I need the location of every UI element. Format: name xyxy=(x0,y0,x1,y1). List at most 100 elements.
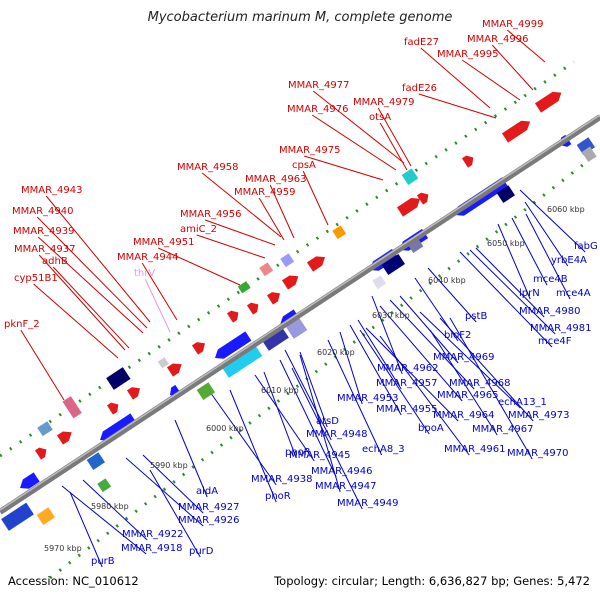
gene-label-reverse: mce4F xyxy=(538,336,572,347)
scale-tick-label: 5980 kbp xyxy=(91,502,129,511)
leader-line xyxy=(149,469,201,558)
gene-label-forward: cyp51B1 xyxy=(14,273,58,284)
leader-line xyxy=(196,234,266,259)
leader-line xyxy=(174,419,208,498)
gene-label-reverse: phoP xyxy=(285,447,310,458)
leader-line xyxy=(379,122,408,171)
leader-line xyxy=(427,267,477,323)
gene-label-reverse: MMAR_4970 xyxy=(507,448,569,459)
leader-line xyxy=(389,299,475,390)
cluster-block xyxy=(1,502,34,531)
leader-line xyxy=(339,331,363,405)
gene-label-reverse: bpoA xyxy=(418,423,444,434)
cluster-block xyxy=(261,325,289,351)
cluster-block xyxy=(576,137,595,156)
gene-label-reverse: MMAR_4922 xyxy=(122,529,184,540)
leader-line xyxy=(459,251,553,348)
forward-gene-arrow xyxy=(126,387,141,400)
gene-label-reverse: purD xyxy=(189,546,214,557)
gene-label-forward: MMAR_4939 xyxy=(13,226,75,237)
gene-label-forward: MMAR_4943 xyxy=(21,185,83,196)
forward-gene-arrow xyxy=(266,292,281,305)
gene-label-reverse: lprN xyxy=(519,288,540,299)
scale-tick-label: 6000 kbp xyxy=(206,424,244,433)
scale-tick-label: 6050 kbp xyxy=(487,239,525,248)
leader-line xyxy=(302,170,329,226)
leader-line xyxy=(475,247,545,318)
gene-label-reverse: MMAR_4927 xyxy=(178,502,240,513)
gene-label-reverse: MMAR_4962 xyxy=(377,363,439,374)
leader-line xyxy=(419,311,521,409)
leader-line xyxy=(205,219,276,246)
gene-label-reverse: MMAR_4926 xyxy=(178,515,240,526)
reverse-gene-arrow xyxy=(215,331,252,359)
gene-label-forward: MMAR_4999 xyxy=(482,19,544,30)
gene-label-forward: MMAR_4944 xyxy=(117,252,179,263)
gene-label-forward: MMAR_4977 xyxy=(288,80,350,91)
gene-label-reverse: MMAR_4968 xyxy=(449,378,511,389)
cluster-block xyxy=(37,421,53,437)
forward-gene-arrow xyxy=(56,431,72,445)
gene-label-reverse: MMAR_4969 xyxy=(433,352,495,363)
forward-gene-arrow xyxy=(396,198,421,217)
leader-line xyxy=(469,249,556,335)
cluster-block xyxy=(259,262,274,277)
scale-tick-label: 6030 kbp xyxy=(372,311,410,320)
gene-label-reverse: MMAR_4945 xyxy=(289,450,351,461)
cluster-block xyxy=(280,253,295,268)
cluster-block xyxy=(237,281,251,294)
cluster-block xyxy=(332,225,347,240)
gene-label-forward: MMAR_4963 xyxy=(245,174,307,185)
cluster-block xyxy=(97,478,112,493)
gene-label-reverse: aldA xyxy=(196,486,218,497)
leader-line xyxy=(33,283,119,359)
leader-line xyxy=(269,184,295,239)
forward-gene-arrow xyxy=(166,363,182,377)
forward-gene-arrow xyxy=(281,275,299,290)
leader-line xyxy=(506,29,546,63)
cluster-block xyxy=(106,367,131,390)
gene-label-forward: amiC_2 xyxy=(180,224,217,235)
forward-gene-arrow xyxy=(191,342,206,355)
leader-line xyxy=(365,327,459,422)
cluster-block xyxy=(286,318,308,339)
gene-label-forward: MMAR_4995 xyxy=(437,49,499,60)
gene-label-reverse: MMAR_4964 xyxy=(433,410,495,421)
leader-line xyxy=(497,223,531,300)
page-title: Mycobacterium marinum M, complete genome xyxy=(147,10,453,25)
cluster-block xyxy=(221,344,263,378)
gene-label-rna: thrV xyxy=(134,268,155,279)
gene-label-reverse: mce4B xyxy=(533,274,568,285)
forward-gene-arrow xyxy=(416,192,429,205)
gene-label-reverse: echA13_1 xyxy=(498,397,547,408)
leader-line xyxy=(524,201,569,267)
leader-line xyxy=(291,367,363,510)
cluster-block xyxy=(36,507,55,526)
genome-summary-text: Topology: circular; Length: 6,636,827 bp… xyxy=(274,574,590,588)
gene-label-forward: MMAR_4975 xyxy=(279,145,341,156)
scale-tick-label: 6010 kbp xyxy=(261,386,299,395)
cluster-block xyxy=(372,275,387,290)
leader-line xyxy=(327,339,383,456)
gene-label-reverse: bioF2 xyxy=(444,330,471,341)
leader-line xyxy=(377,107,412,167)
gene-label-reverse: MMAR_4947 xyxy=(315,481,377,492)
leader-line xyxy=(144,278,171,333)
cluster-block xyxy=(196,382,215,401)
gene-label-reverse: MMAR_4967 xyxy=(472,424,534,435)
leader-line xyxy=(304,155,384,181)
forward-gene-arrow xyxy=(306,256,326,272)
inner-tick-row xyxy=(49,162,585,580)
label-leader-lines xyxy=(20,29,586,568)
leader-line xyxy=(263,371,297,459)
leader-line xyxy=(45,195,151,323)
gene-label-reverse: MMAR_4938 xyxy=(251,474,313,485)
gene-label-forward: fadE26 xyxy=(402,83,437,94)
gene-label-reverse: purB xyxy=(91,556,115,567)
gene-label-reverse: mce4A xyxy=(556,288,591,299)
genome-backbone xyxy=(0,114,600,515)
leader-line xyxy=(349,324,402,416)
gene-label-reverse: MMAR_4948 xyxy=(306,429,368,440)
scale-tick-label: 6020 kbp xyxy=(317,348,355,357)
